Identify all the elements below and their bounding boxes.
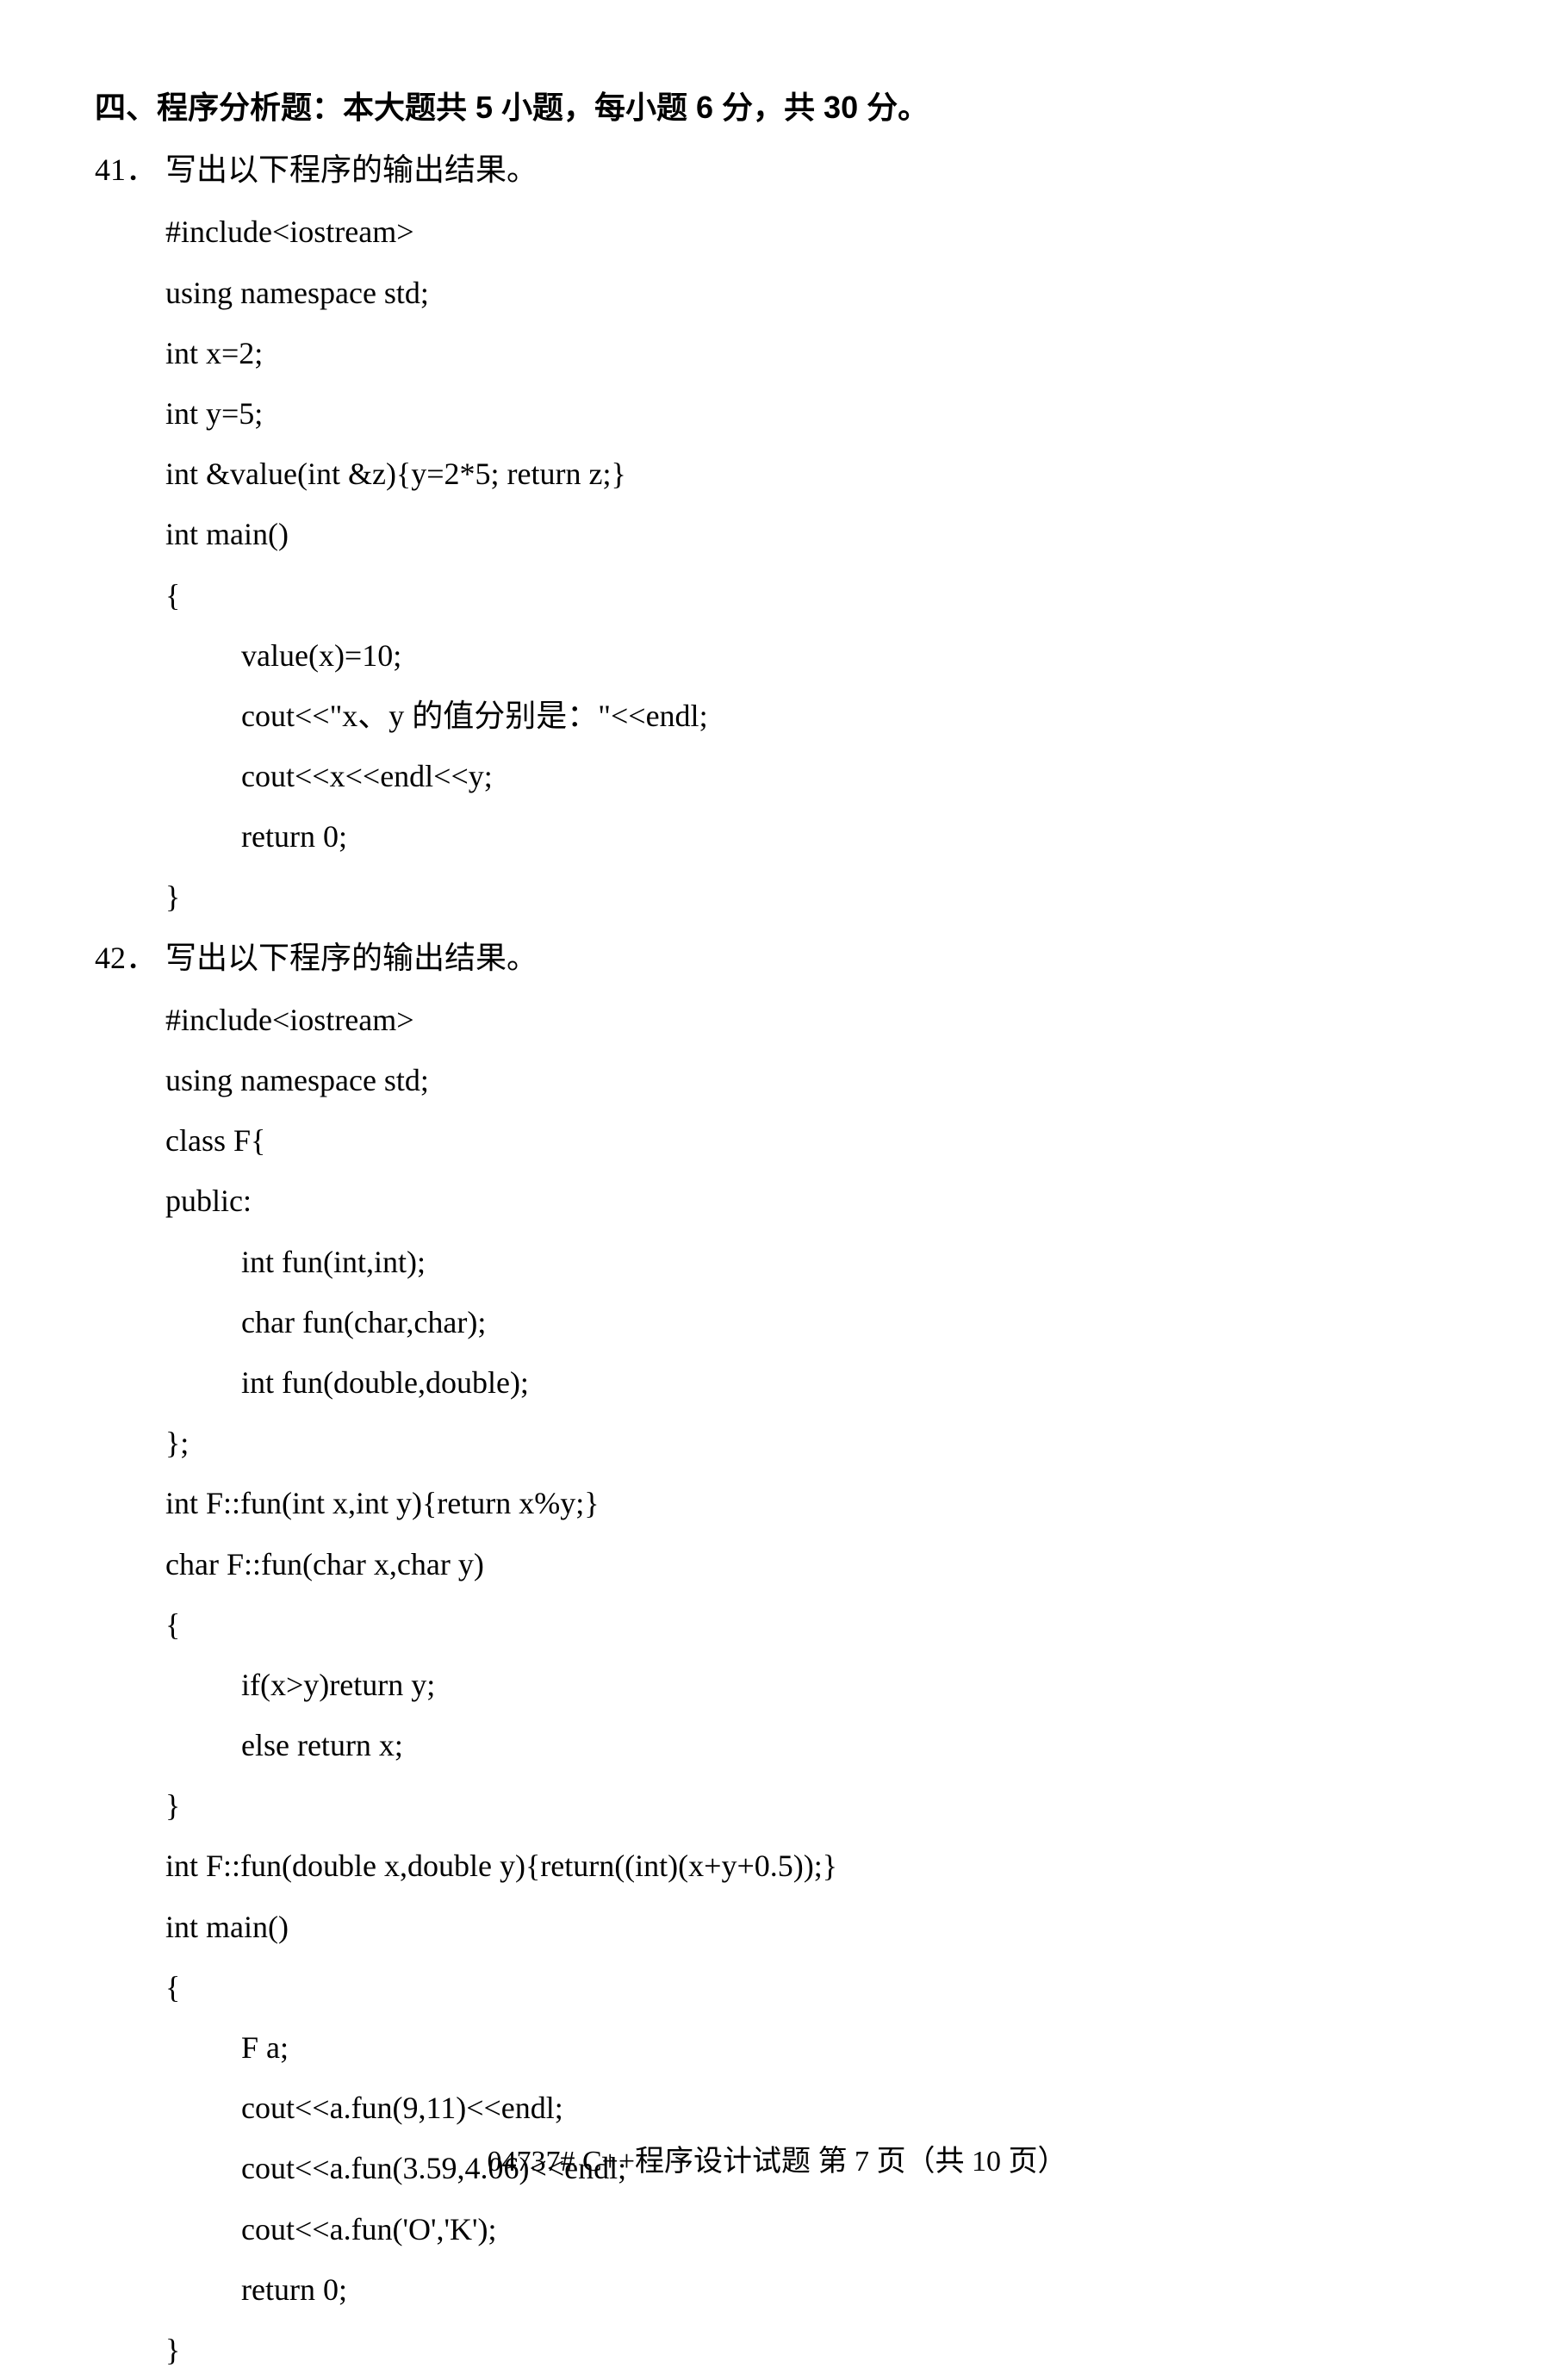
code-line: int fun(int,int);: [165, 1232, 1459, 1292]
code-line: int F::fun(double x,double y){return((in…: [165, 1836, 1459, 1896]
code-line: int fun(double,double);: [165, 1352, 1459, 1413]
document-content: 四、程序分析题：本大题共 5 小题，每小题 6 分，共 30 分。 41．写出以…: [95, 78, 1459, 2380]
code-line: }: [165, 867, 1459, 927]
code-line: class F{: [165, 1110, 1459, 1171]
code-line: public:: [165, 1171, 1459, 1231]
code-line: if(x>y)return y;: [165, 1655, 1459, 1715]
question-41-code: #include<iostream>using namespace std;in…: [95, 202, 1459, 927]
code-line: using namespace std;: [165, 263, 1459, 323]
code-line: return 0;: [165, 2259, 1459, 2320]
code-line: return 0;: [165, 806, 1459, 867]
code-line: F a;: [165, 2017, 1459, 2078]
code-line: {: [165, 1594, 1459, 1655]
code-line: char F::fun(char x,char y): [165, 1534, 1459, 1594]
code-line: int x=2;: [165, 323, 1459, 383]
question-number: 41．: [95, 140, 165, 200]
code-line: int &value(int &z){y=2*5; return z;}: [165, 444, 1459, 504]
code-line: cout<<"x、y 的值分别是："<<endl;: [165, 686, 1459, 746]
code-line: int F::fun(int x,int y){return x%y;}: [165, 1473, 1459, 1533]
code-line: {: [165, 1957, 1459, 2017]
page-footer: 04737# C++程序设计试题 第 7 页（共 10 页）: [0, 2137, 1554, 2179]
code-line: int y=5;: [165, 383, 1459, 444]
code-line: }: [165, 1775, 1459, 1836]
question-41-prompt: 41．写出以下程序的输出结果。: [95, 140, 1459, 200]
code-line: };: [165, 1413, 1459, 1473]
code-line: int main(): [165, 1897, 1459, 1957]
code-line: }: [165, 2320, 1459, 2380]
code-line: cout<<x<<endl<<y;: [165, 746, 1459, 806]
code-line: {: [165, 565, 1459, 625]
code-line: value(x)=10;: [165, 625, 1459, 686]
question-number: 42．: [95, 928, 165, 988]
code-line: using namespace std;: [165, 1050, 1459, 1110]
question-42-prompt: 42．写出以下程序的输出结果。: [95, 928, 1459, 988]
code-line: char fun(char,char);: [165, 1292, 1459, 1352]
code-line: else return x;: [165, 1715, 1459, 1775]
section-title: 四、程序分析题：本大题共 5 小题，每小题 6 分，共 30 分。: [95, 78, 1459, 138]
code-line: #include<iostream>: [165, 990, 1459, 1050]
question-text: 写出以下程序的输出结果。: [165, 941, 538, 975]
code-line: cout<<a.fun('O','K');: [165, 2199, 1459, 2259]
question-text: 写出以下程序的输出结果。: [165, 152, 538, 187]
code-line: #include<iostream>: [165, 202, 1459, 262]
code-line: cout<<a.fun(9,11)<<endl;: [165, 2078, 1459, 2138]
code-line: int main(): [165, 504, 1459, 564]
